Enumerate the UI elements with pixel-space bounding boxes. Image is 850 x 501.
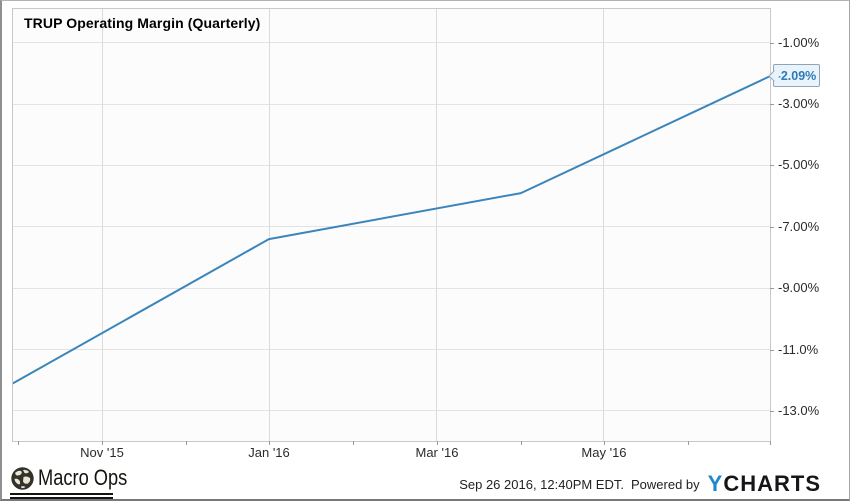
- series-line: [13, 75, 770, 385]
- h-gridline: [13, 287, 770, 289]
- last-value-callout: -2.09%: [767, 64, 820, 88]
- x-axis-tick-label: Nov '15: [80, 445, 124, 460]
- y-axis-tick-mark: [770, 288, 774, 290]
- y-axis-tick-mark: [770, 165, 774, 167]
- timestamp: Sep 26 2016, 12:40PM EDT.: [459, 476, 624, 492]
- y-axis-tick-label: -13.0%: [778, 402, 820, 418]
- brand-name: Macro Ops: [38, 465, 128, 490]
- brand-logo: Macro Ops: [10, 465, 146, 491]
- y-axis-tick-mark: [770, 104, 774, 106]
- x-axis-tick-label: Mar '16: [415, 445, 459, 460]
- x-axis-tick-mark: [102, 441, 104, 445]
- gridline-layer: [13, 9, 770, 441]
- h-gridline: [13, 226, 770, 228]
- plot-area: TRUP Operating Margin (Quarterly): [12, 8, 771, 442]
- x-axis-minor-tick-mark: [770, 441, 771, 445]
- x-axis-tick-mark: [436, 441, 438, 445]
- y-axis-tick-label: -9.00%: [778, 280, 820, 296]
- y-axis-tick-label: -7.00%: [778, 218, 820, 234]
- h-gridline: [13, 103, 770, 105]
- x-axis-minor-tick-mark: [688, 441, 690, 445]
- x-axis-minor-tick-mark: [185, 441, 187, 445]
- v-gridline: [101, 9, 103, 441]
- chart-title: TRUP Operating Margin (Quarterly): [24, 15, 261, 31]
- last-value-label: -2.09%: [776, 68, 817, 83]
- x-axis-minor-tick-mark: [521, 441, 523, 445]
- brand-underline: [10, 493, 113, 499]
- h-gridline: [13, 410, 770, 412]
- powered-by-label: Powered by: [630, 476, 700, 492]
- series-line-svg: [13, 75, 770, 385]
- y-axis-tick-label: -1.00%: [778, 34, 820, 50]
- y-axis-tick-mark: [770, 42, 774, 44]
- v-gridline: [268, 9, 270, 441]
- v-gridline: [603, 9, 605, 441]
- y-axis-tick-label: -5.00%: [778, 157, 820, 173]
- y-axis-tick-label: -11.0%: [778, 341, 819, 357]
- x-axis-tick-mark: [603, 441, 605, 445]
- v-gridline: [436, 9, 438, 441]
- x-axis-tick-label: May '16: [581, 445, 627, 460]
- x-axis-tick-label: Jan '16: [248, 445, 290, 460]
- y-axis-tick-mark: [770, 410, 774, 412]
- x-axis-minor-tick-mark: [17, 441, 19, 445]
- ycharts-logo[interactable]: YCHARTS: [708, 471, 821, 497]
- x-axis-tick-mark: [269, 441, 271, 445]
- ycharts-logo-y: Y: [707, 471, 724, 496]
- ycharts-logo-charts: CHARTS: [723, 471, 821, 496]
- h-gridline: [13, 42, 770, 44]
- h-gridline: [13, 349, 770, 351]
- y-axis-tick-mark: [770, 226, 774, 228]
- x-axis-minor-tick-mark: [353, 441, 355, 445]
- globe-icon: [11, 466, 34, 490]
- y-axis-tick-mark: [770, 349, 774, 351]
- attribution: Sep 26 2016, 12:40PM EDT. Powered by YCH…: [459, 469, 821, 499]
- y-axis-tick-label: -3.00%: [778, 96, 820, 112]
- h-gridline: [13, 164, 770, 166]
